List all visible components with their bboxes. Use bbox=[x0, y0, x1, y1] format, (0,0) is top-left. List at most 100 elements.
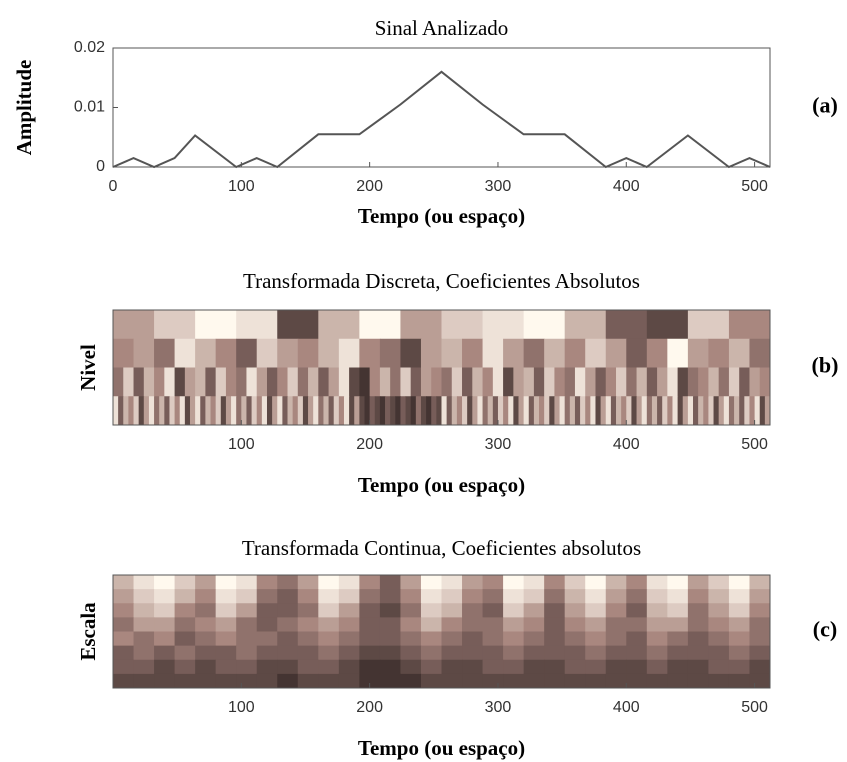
heatmap-cell bbox=[503, 603, 525, 618]
heatmap-cell bbox=[687, 338, 709, 368]
heatmap-cell bbox=[113, 396, 119, 426]
heatmap-cell bbox=[133, 367, 145, 397]
heatmap-cell bbox=[728, 396, 735, 426]
heatmap-cell bbox=[318, 617, 340, 632]
heatmap-cell bbox=[164, 396, 170, 426]
heatmap-cell bbox=[585, 673, 607, 689]
heatmap-cell bbox=[277, 310, 319, 340]
heatmap-cell bbox=[728, 367, 740, 397]
heatmap-cell bbox=[133, 338, 155, 368]
signal-line bbox=[112, 70, 771, 169]
heatmap-cell bbox=[446, 396, 453, 426]
heatmap-cell bbox=[256, 603, 278, 618]
heatmap-cell bbox=[544, 367, 555, 397]
heatmap-cell bbox=[508, 396, 514, 426]
heatmap-cell bbox=[256, 367, 268, 397]
heatmap-cell bbox=[410, 367, 422, 397]
heatmap-cell bbox=[420, 617, 442, 632]
heatmap-cell bbox=[215, 396, 222, 426]
heatmap-cell bbox=[503, 659, 525, 675]
heatmap-cell bbox=[687, 645, 709, 661]
heatmap-cell bbox=[687, 603, 709, 618]
heatmap-cell bbox=[708, 673, 730, 689]
heatmap-cell bbox=[215, 631, 237, 647]
heatmap-cell bbox=[113, 617, 135, 632]
heatmap-cell bbox=[616, 367, 627, 397]
heatmap-cell bbox=[256, 631, 278, 647]
heatmap-cell bbox=[677, 396, 684, 426]
heatmap-cell bbox=[523, 645, 545, 661]
heatmap-cell bbox=[400, 659, 422, 675]
heatmap-cell bbox=[256, 575, 278, 590]
heatmap-cell bbox=[128, 396, 135, 426]
heatmap-cell bbox=[544, 396, 550, 426]
heatmap-cell bbox=[195, 367, 206, 397]
heatmap-cell bbox=[420, 589, 442, 604]
heatmap-cell bbox=[215, 673, 237, 689]
heatmap-cell bbox=[657, 396, 663, 426]
heatmap-cell bbox=[492, 396, 499, 426]
heatmap-cell bbox=[749, 575, 771, 590]
heatmap-cell bbox=[323, 396, 330, 426]
heatmap-cell bbox=[297, 603, 319, 618]
heatmap-cell bbox=[349, 367, 360, 397]
heatmap-cell bbox=[585, 367, 596, 397]
heatmap-cell bbox=[154, 367, 165, 397]
heatmap-cell bbox=[379, 631, 401, 647]
heatmap-cell bbox=[626, 575, 648, 590]
heatmap-cell bbox=[749, 631, 771, 647]
heatmap-cell bbox=[154, 659, 176, 675]
heatmap-cell bbox=[292, 396, 299, 426]
heatmap-cell bbox=[359, 659, 381, 675]
heatmap-cell bbox=[236, 575, 258, 590]
heatmap-cell bbox=[657, 367, 668, 397]
heatmap-cell bbox=[318, 673, 340, 689]
heatmap-cell bbox=[482, 310, 525, 340]
heatmap-cell bbox=[113, 673, 135, 689]
heatmap-cell bbox=[441, 603, 463, 618]
heatmap-cell bbox=[441, 673, 463, 689]
heatmap-cell bbox=[477, 396, 484, 426]
heatmap-cell bbox=[215, 575, 237, 590]
heatmap-cell bbox=[764, 396, 771, 426]
heatmap-cell bbox=[523, 673, 545, 689]
heatmap-cell bbox=[441, 367, 453, 397]
heatmap-cell bbox=[708, 575, 730, 590]
heatmap-cell bbox=[277, 338, 299, 368]
x-tick-label: 400 bbox=[613, 178, 640, 195]
x-tick-label: 500 bbox=[741, 436, 768, 453]
heatmap-cell bbox=[338, 338, 360, 368]
heatmap-cell bbox=[687, 589, 709, 604]
heatmap-cell bbox=[523, 589, 545, 604]
heatmap-cell bbox=[523, 338, 545, 368]
x-tick-label: 500 bbox=[741, 178, 768, 195]
heatmap-cell bbox=[277, 645, 299, 661]
heatmap-cell bbox=[400, 589, 422, 604]
heatmap-cell bbox=[462, 617, 484, 632]
heatmap-cell bbox=[646, 645, 668, 661]
y-tick-label: 0.02 bbox=[74, 39, 105, 56]
heatmap-cell bbox=[133, 631, 155, 647]
axes-frame bbox=[112, 47, 771, 168]
heatmap-cell bbox=[528, 396, 535, 426]
heatmap-cell bbox=[338, 673, 360, 689]
heatmap-cell bbox=[179, 396, 186, 426]
heatmap-cell bbox=[374, 396, 381, 426]
heatmap-cell bbox=[569, 396, 576, 426]
heatmap-cell bbox=[297, 631, 319, 647]
heatmap-cell bbox=[728, 617, 750, 632]
heatmap-cell bbox=[544, 575, 566, 590]
heatmap-cell bbox=[359, 338, 381, 368]
axes-frame bbox=[112, 309, 771, 426]
heatmap-cell bbox=[113, 367, 124, 397]
heatmap-cell bbox=[297, 396, 304, 426]
heatmap-cell bbox=[338, 396, 345, 426]
x-tick-label: 0 bbox=[109, 178, 118, 195]
heatmap-cell bbox=[626, 589, 648, 604]
heatmap-cell bbox=[154, 673, 176, 689]
heatmap-cell bbox=[564, 631, 586, 647]
heatmap-cell bbox=[585, 659, 607, 675]
heatmap-cell bbox=[256, 396, 263, 426]
heatmap-cell bbox=[585, 396, 591, 426]
